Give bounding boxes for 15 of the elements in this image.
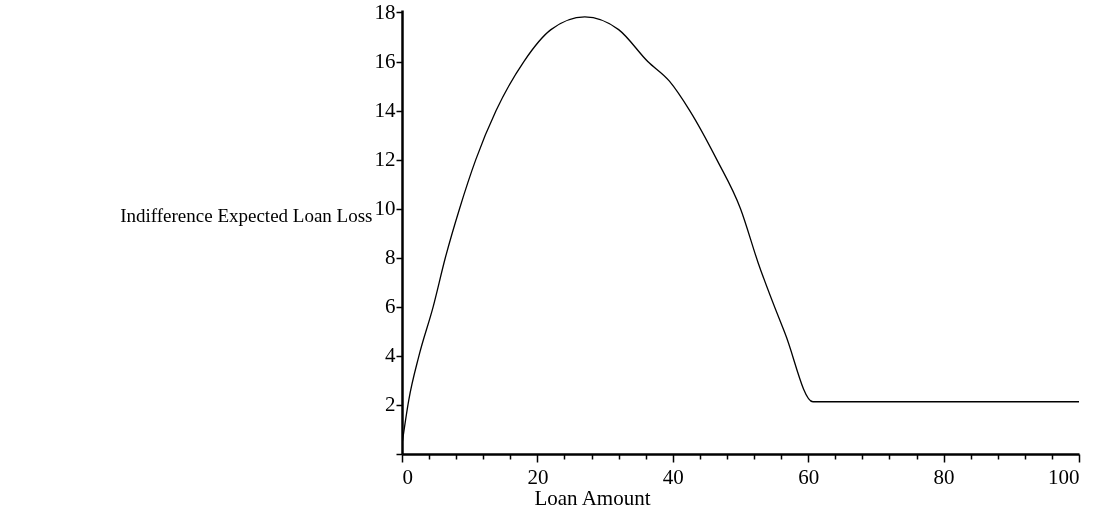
- y-tick-label: 4: [385, 343, 396, 368]
- x-tick-label: 60: [798, 464, 820, 489]
- y-tick-label: 10: [374, 196, 396, 221]
- x-tick-label: 80: [933, 464, 955, 489]
- y-tick-label: 16: [374, 49, 396, 74]
- y-tick-label: 8: [385, 245, 396, 270]
- y-axis-title: Indifference Expected Loan Loss: [120, 204, 373, 226]
- x-tick-label: 0: [402, 464, 413, 489]
- y-tick-label: 2: [385, 392, 396, 417]
- x-tick-label: 40: [662, 464, 684, 489]
- y-tick-label: 18: [374, 0, 396, 24]
- y-tick-label: 14: [374, 98, 396, 123]
- x-tick-label: 100: [1048, 464, 1080, 489]
- y-tick-label: 6: [385, 294, 396, 319]
- y-tick-label: 12: [374, 147, 396, 172]
